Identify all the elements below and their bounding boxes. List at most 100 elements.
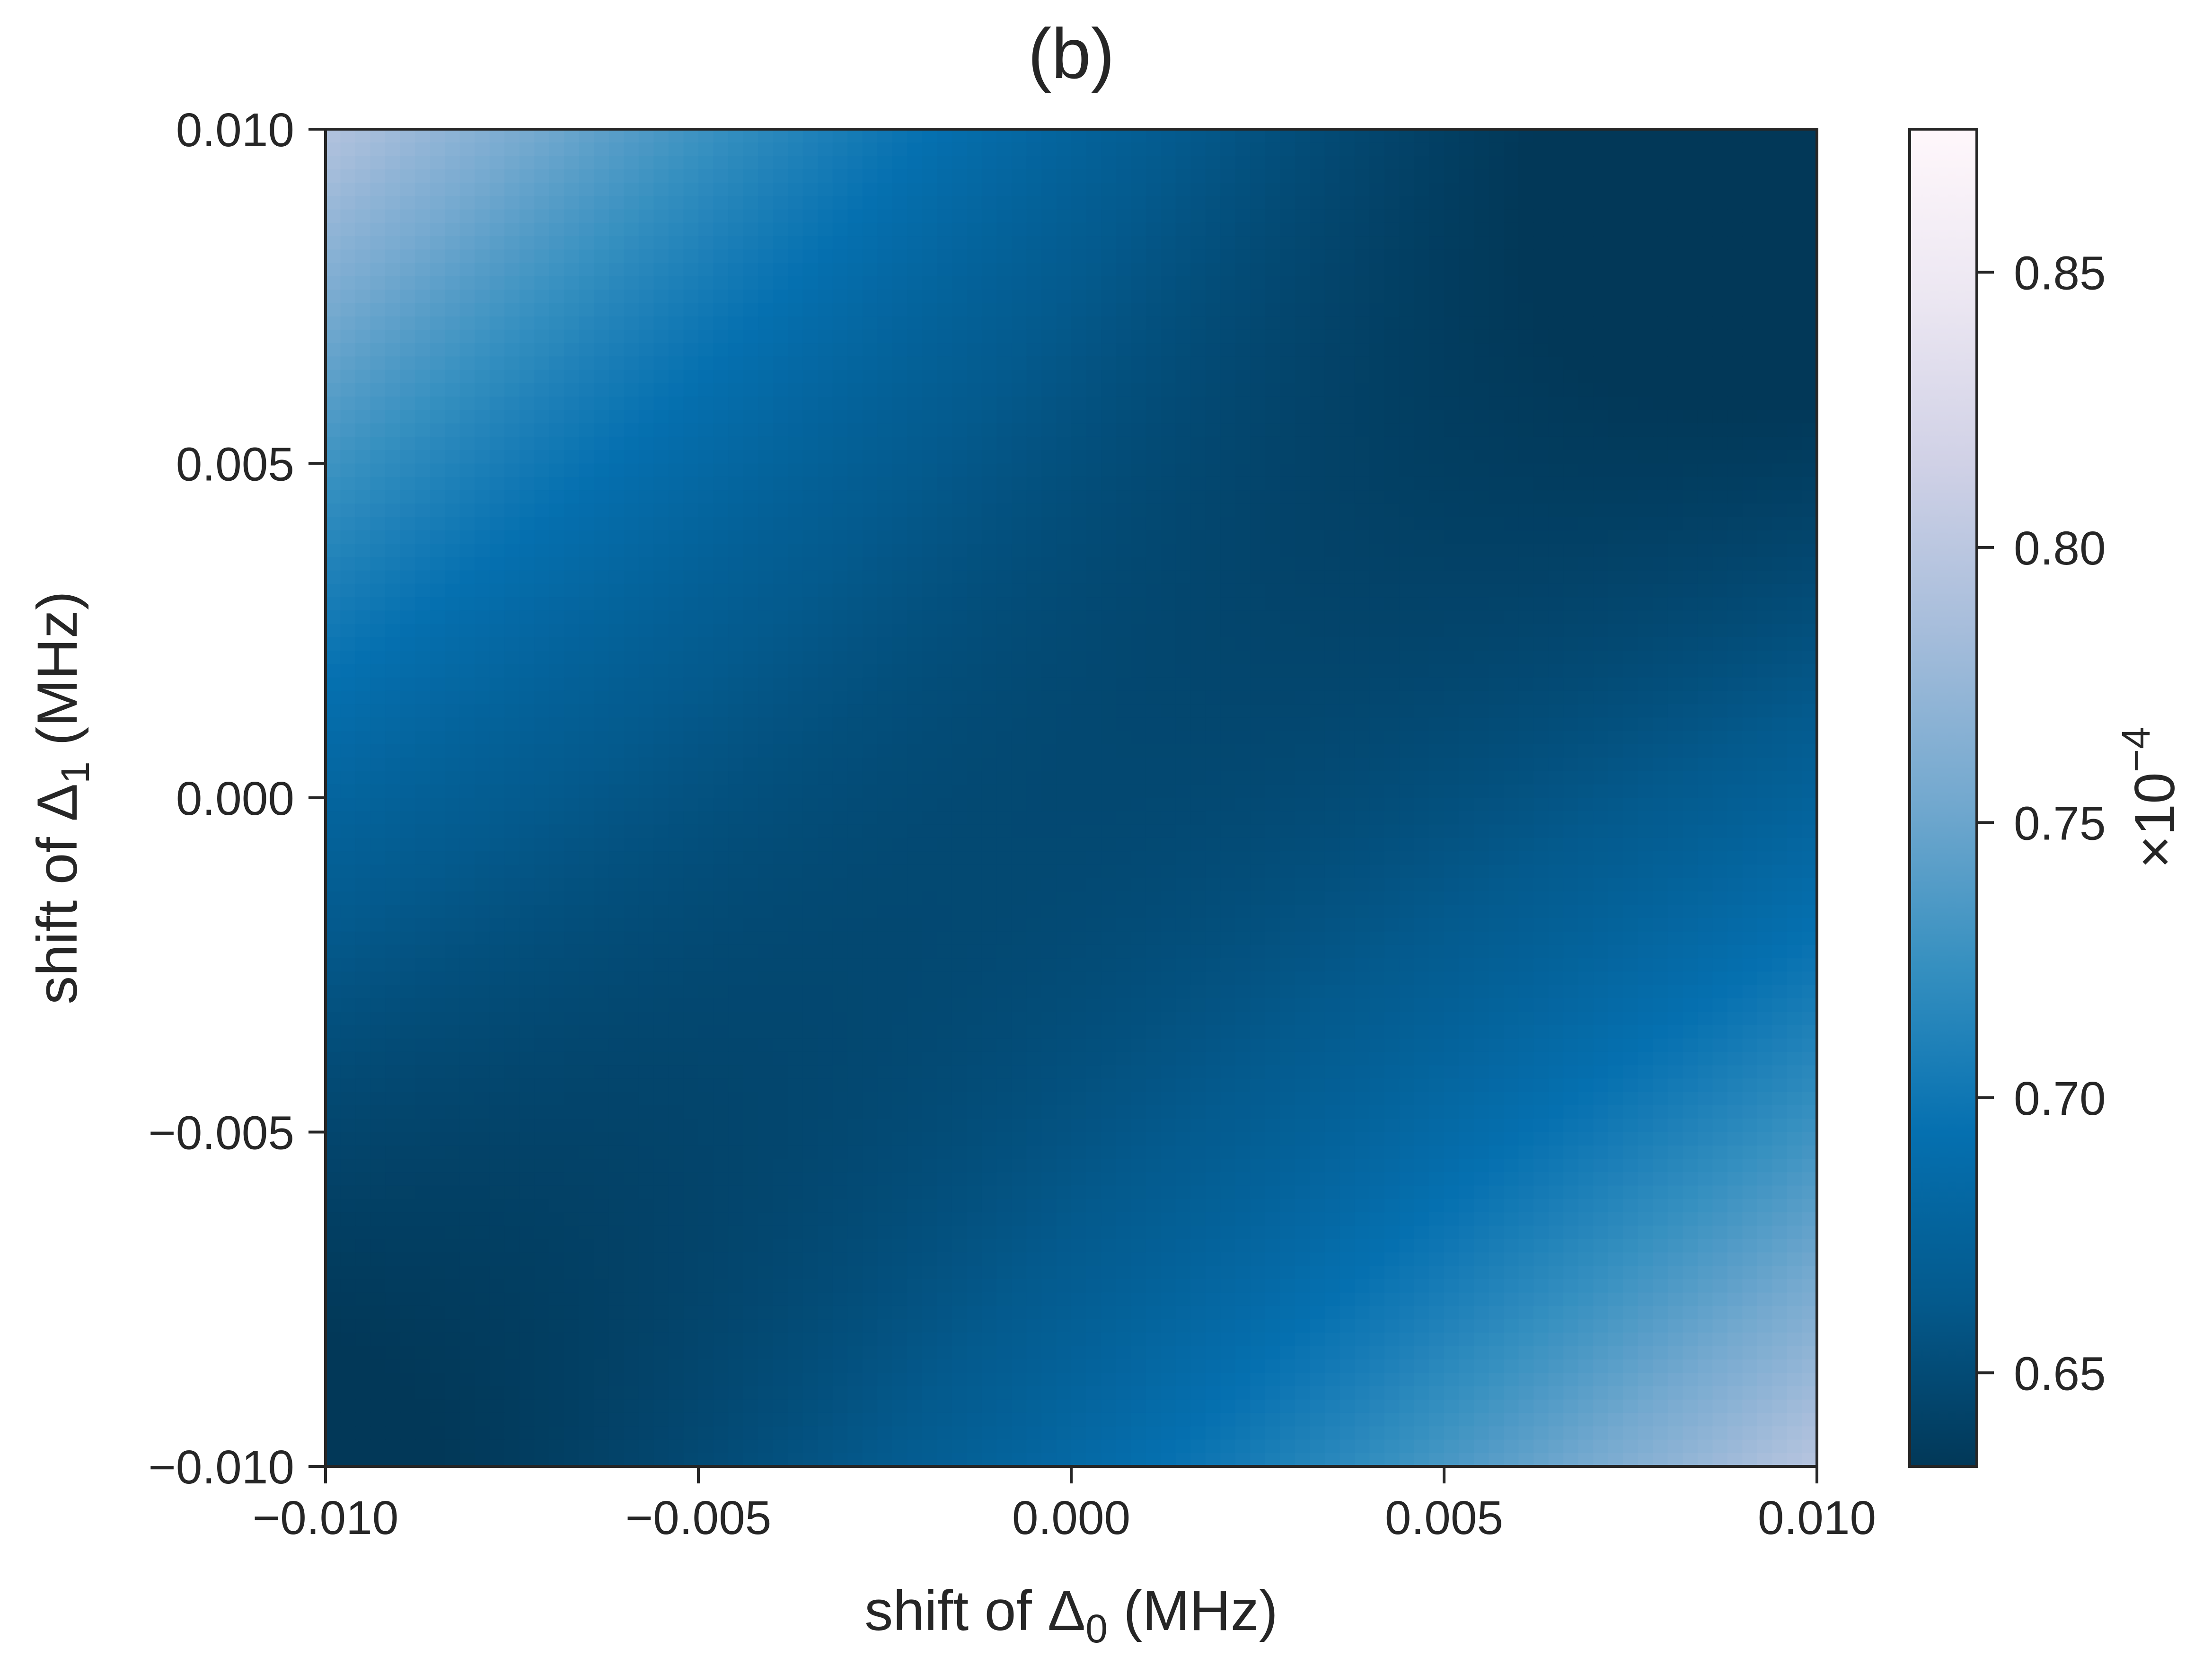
heatmap-cell: [549, 263, 565, 277]
heatmap-cell: [1086, 383, 1102, 397]
heatmap-cell: [653, 436, 669, 451]
heatmap-cell: [818, 583, 833, 598]
heatmap-cell: [326, 517, 341, 531]
heatmap-cell: [713, 463, 729, 477]
heatmap-cell: [1146, 717, 1162, 732]
heatmap-cell: [1265, 677, 1281, 691]
heatmap-cell: [1533, 664, 1549, 678]
heatmap-cell: [1548, 651, 1564, 665]
heatmap-cell: [1354, 290, 1370, 304]
heatmap-cell: [638, 370, 654, 384]
heatmap-cell: [758, 704, 774, 718]
heatmap-cell: [430, 129, 446, 143]
heatmap-cell: [1653, 771, 1668, 785]
heatmap-cell: [1608, 503, 1624, 518]
heatmap-cell: [1593, 758, 1609, 772]
heatmap-cell: [743, 637, 759, 652]
heatmap-cell: [1384, 530, 1400, 545]
heatmap-cell: [579, 410, 595, 424]
heatmap-cell: [922, 423, 938, 437]
heatmap-cell: [1340, 544, 1355, 558]
heatmap-cell: [1369, 664, 1385, 678]
heatmap-cell: [668, 263, 684, 277]
heatmap-cell: [459, 758, 476, 772]
heatmap-cell: [1235, 410, 1251, 424]
heatmap-cell: [1608, 490, 1624, 504]
heatmap-cell: [1772, 142, 1788, 157]
heatmap-cell: [1324, 436, 1340, 451]
heatmap-cell: [445, 370, 460, 384]
heatmap-cell: [1161, 276, 1176, 291]
heatmap-cell: [1429, 624, 1445, 638]
heatmap-cell: [459, 717, 476, 732]
heatmap-cell: [1802, 704, 1817, 718]
heatmap-cell: [832, 637, 848, 652]
heatmap-cell: [445, 236, 460, 250]
heatmap-cell: [1608, 410, 1624, 424]
heatmap-cell: [877, 383, 893, 397]
heatmap-cell: [1667, 183, 1683, 197]
heatmap-cell: [370, 717, 386, 732]
heatmap-cell: [1563, 610, 1579, 625]
heatmap-cell: [847, 196, 863, 210]
heatmap-cell: [1518, 276, 1534, 291]
heatmap-cell: [326, 664, 341, 678]
heatmap-cell: [1504, 303, 1519, 317]
heatmap-cell: [1324, 156, 1340, 170]
heatmap-cell: [1116, 784, 1132, 798]
heatmap-cell: [668, 651, 684, 665]
heatmap-cell: [1727, 597, 1743, 611]
heatmap-cell: [1056, 183, 1072, 197]
heatmap-cell: [608, 209, 625, 223]
heatmap-cell: [1802, 356, 1817, 370]
heatmap-cell: [1533, 397, 1549, 411]
heatmap-cell: [430, 329, 446, 344]
heatmap-cell: [1489, 517, 1505, 531]
heatmap-cell: [1548, 236, 1564, 250]
heatmap-cell: [743, 209, 759, 223]
heatmap-cell: [1041, 476, 1057, 491]
heatmap-cell: [1712, 677, 1728, 691]
heatmap-cell: [385, 503, 401, 518]
heatmap-cell: [996, 316, 1012, 330]
heatmap-cell: [996, 249, 1012, 264]
heatmap-cell: [728, 597, 744, 611]
heatmap-cell: [1086, 263, 1102, 277]
heatmap-cell: [847, 410, 863, 424]
heatmap-cell: [892, 717, 908, 732]
heatmap-cell: [802, 276, 819, 291]
heatmap-cell: [862, 557, 878, 571]
heatmap-cell: [1369, 156, 1385, 170]
heatmap-cell: [1369, 557, 1385, 571]
heatmap-cell: [758, 397, 774, 411]
heatmap-cell: [1667, 570, 1683, 584]
heatmap-cell: [1578, 156, 1594, 170]
heatmap-cell: [832, 316, 848, 330]
heatmap-cell: [1146, 209, 1162, 223]
heatmap-cell: [1772, 343, 1788, 357]
heatmap-cell: [1354, 637, 1370, 652]
heatmap-cell: [1086, 731, 1102, 745]
heatmap-cell: [937, 343, 952, 357]
heatmap-cell: [1340, 503, 1355, 518]
heatmap-cell: [549, 476, 565, 491]
heatmap-cell: [907, 383, 923, 397]
heatmap-cell: [1011, 356, 1027, 370]
heatmap-cell: [1638, 410, 1654, 424]
heatmap-cell: [728, 156, 744, 170]
heatmap-cell: [653, 490, 669, 504]
heatmap-cell: [1727, 236, 1743, 250]
heatmap-cell: [519, 610, 535, 625]
heatmap-cell: [1787, 771, 1803, 785]
heatmap-cell: [1667, 637, 1683, 652]
heatmap-cell: [1175, 624, 1191, 638]
heatmap-cell: [549, 329, 565, 344]
heatmap-cell: [564, 249, 580, 264]
heatmap-cell: [743, 463, 759, 477]
heatmap-cell: [1518, 329, 1534, 344]
heatmap-cell: [430, 236, 446, 250]
heatmap-cell: [1041, 677, 1057, 691]
heatmap-cell: [1056, 156, 1072, 170]
heatmap-cell: [1593, 690, 1609, 705]
heatmap-cell: [1667, 290, 1683, 304]
